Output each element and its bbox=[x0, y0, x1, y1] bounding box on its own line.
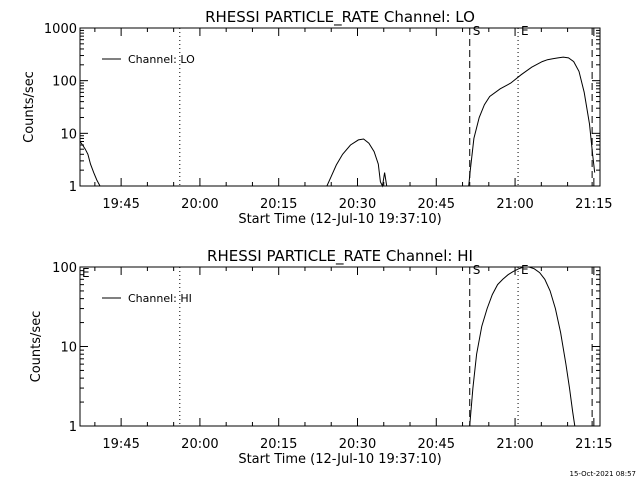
y-tick-label: 100 bbox=[52, 261, 77, 276]
marker-label: E bbox=[521, 24, 529, 38]
chart-title: RHESSI PARTICLE_RATE Channel: HI bbox=[207, 247, 473, 266]
marker-label: S bbox=[473, 263, 481, 277]
x-tick-label: 20:45 bbox=[418, 437, 455, 452]
marker-label: E bbox=[521, 263, 529, 277]
x-tick-label: 20:45 bbox=[418, 197, 455, 212]
y-tick-label: 1 bbox=[69, 420, 77, 435]
y-axis-label: Counts/sec bbox=[22, 71, 37, 143]
x-tick-label: 20:00 bbox=[181, 197, 218, 212]
x-tick-label: 20:30 bbox=[339, 437, 376, 452]
marker-label: S bbox=[473, 24, 481, 38]
y-axis-label: Counts/sec bbox=[29, 311, 44, 383]
x-tick-label: 20:15 bbox=[260, 197, 297, 212]
legend-label: Channel: HI bbox=[128, 292, 192, 305]
x-tick-label: 20:15 bbox=[260, 437, 297, 452]
plot-frame bbox=[79, 266, 601, 427]
chart-lo-channel: RHESSI PARTICLE_RATE Channel: LO Start Ti… bbox=[22, 8, 613, 227]
chart-hi-channel: RHESSI PARTICLE_RATE Channel: HI Start Ti… bbox=[29, 247, 613, 467]
y-tick-label: 1 bbox=[69, 180, 77, 195]
chart-title: RHESSI PARTICLE_RATE Channel: LO bbox=[205, 8, 475, 27]
x-tick-label: 20:30 bbox=[339, 197, 376, 212]
x-tick-label: 20:00 bbox=[181, 437, 218, 452]
x-tick-label: 19:45 bbox=[102, 197, 139, 212]
x-axis-label: Start Time (12-Jul-10 19:37:10) bbox=[238, 212, 441, 227]
x-tick-label: 21:15 bbox=[575, 437, 612, 452]
y-tick-label: 10 bbox=[60, 127, 77, 142]
x-tick-label: 21:00 bbox=[496, 437, 533, 452]
legend-label: Channel: LO bbox=[128, 53, 195, 66]
x-axis-label: Start Time (12-Jul-10 19:37:10) bbox=[238, 452, 441, 467]
x-tick-label: 21:00 bbox=[496, 197, 533, 212]
y-tick-label: 100 bbox=[52, 75, 77, 90]
x-tick-label: 19:45 bbox=[102, 437, 139, 452]
series-line bbox=[469, 266, 576, 427]
series-line bbox=[79, 141, 101, 187]
x-tick-label: 21:15 bbox=[575, 197, 612, 212]
corner-marker-label: E bbox=[82, 266, 90, 280]
series-line bbox=[326, 138, 388, 188]
footer-timestamp: 15-Oct-2021 08:57 bbox=[570, 470, 636, 478]
series-line bbox=[468, 56, 596, 187]
y-tick-label: 1000 bbox=[44, 22, 77, 37]
y-tick-label: 10 bbox=[60, 341, 77, 356]
plot-frame bbox=[79, 27, 601, 187]
